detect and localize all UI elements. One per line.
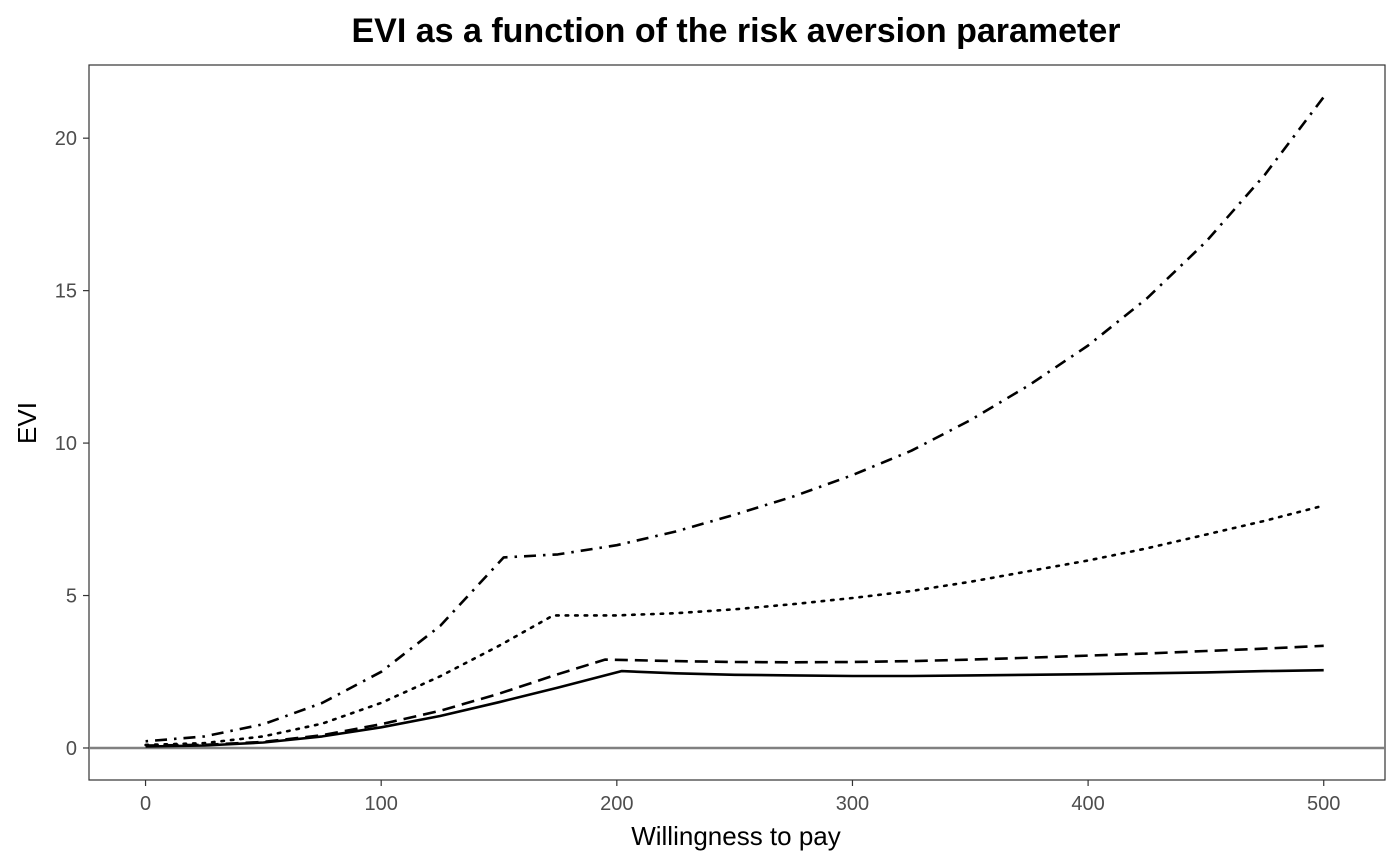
x-tick-label: 300 bbox=[836, 793, 869, 815]
series-line-solid bbox=[145, 668, 1324, 748]
x-axis-label: Willingness to pay bbox=[631, 821, 841, 851]
series-line-dashed bbox=[145, 644, 1324, 747]
chart-title: EVI as a function of the risk aversion p… bbox=[351, 12, 1120, 50]
x-tick-label: 400 bbox=[1071, 793, 1104, 815]
x-axis-ticks: 0 100 200 300 400 500 bbox=[140, 780, 1340, 815]
y-tick-label: 10 bbox=[55, 433, 77, 455]
x-tick-label: 100 bbox=[365, 793, 398, 815]
y-axis-label: EVI bbox=[12, 402, 42, 444]
series-lines bbox=[144, 96, 1325, 748]
x-tick-label: 0 bbox=[140, 793, 151, 815]
y-tick-label: 0 bbox=[66, 738, 77, 760]
series-line-dotdash bbox=[145, 96, 1325, 743]
x-tick-label: 200 bbox=[600, 793, 633, 815]
y-axis-ticks: 0 5 10 15 20 bbox=[55, 128, 89, 760]
y-tick-label: 5 bbox=[66, 586, 77, 608]
series-line-dotted bbox=[144, 504, 1325, 747]
y-tick-label: 20 bbox=[55, 128, 77, 150]
y-tick-label: 15 bbox=[55, 281, 77, 303]
x-tick-label: 500 bbox=[1307, 793, 1340, 815]
